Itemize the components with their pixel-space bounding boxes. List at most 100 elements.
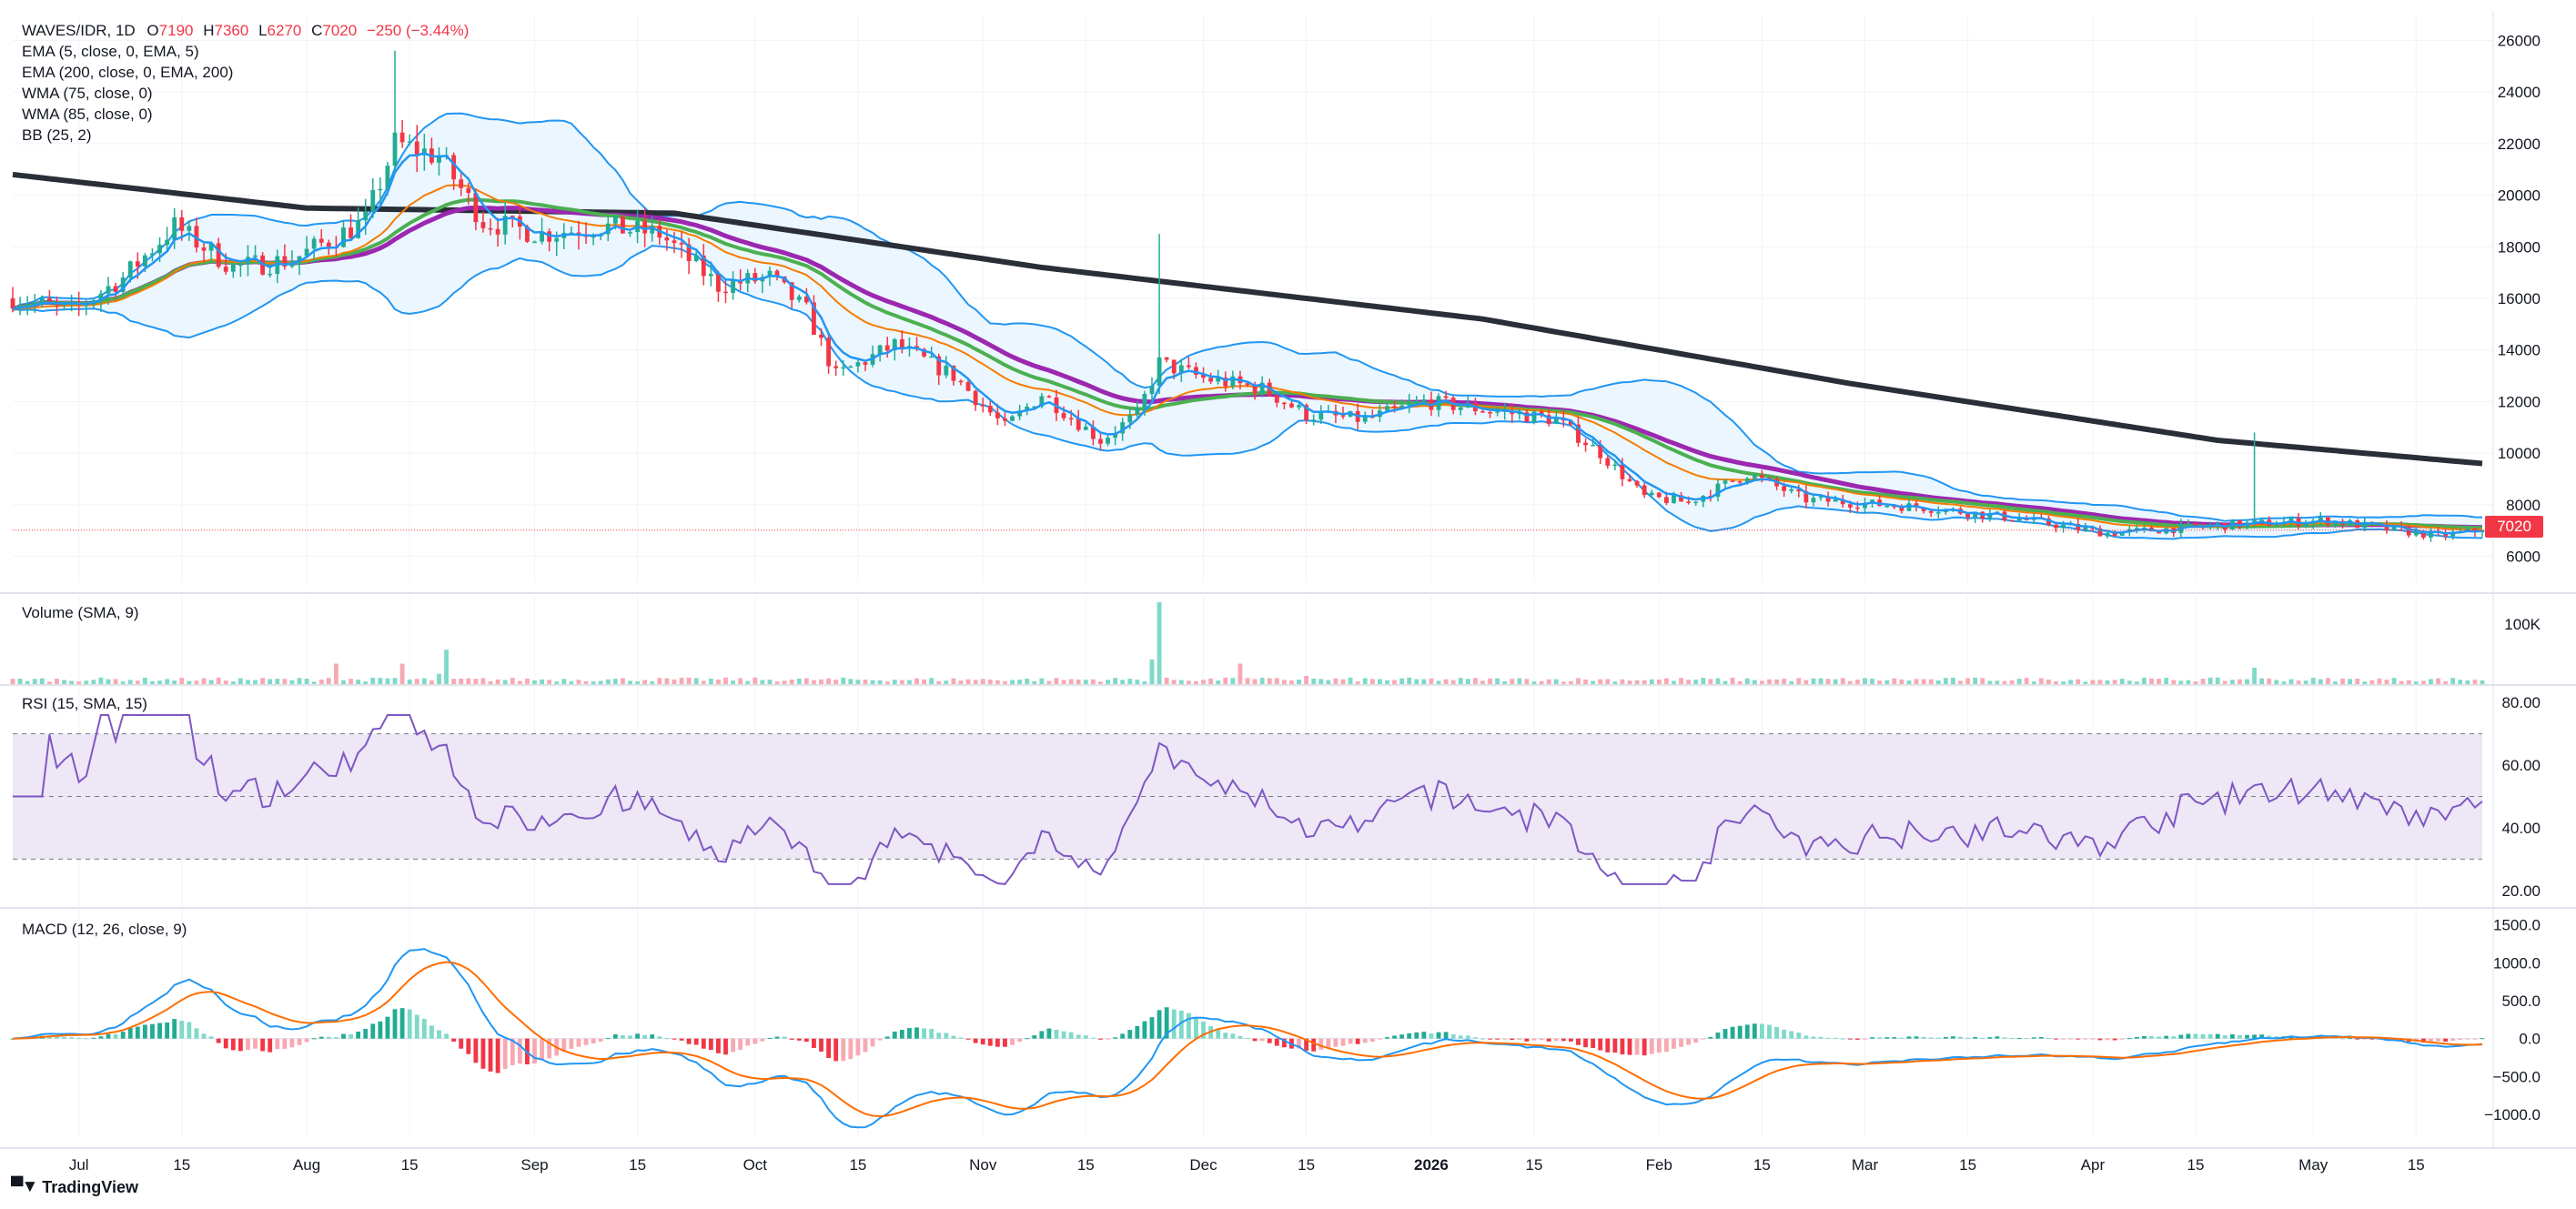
candle-body[interactable] <box>414 141 419 156</box>
candle-body[interactable] <box>2009 519 2015 522</box>
candle-body[interactable] <box>2112 532 2117 536</box>
candle-body[interactable] <box>789 282 794 300</box>
candle-body[interactable] <box>1789 489 1794 491</box>
bb-legend[interactable]: BB (25, 2) <box>22 126 92 144</box>
candle-body[interactable] <box>2406 528 2411 536</box>
candle-body[interactable] <box>1032 406 1037 408</box>
candle-body[interactable] <box>2193 523 2198 527</box>
volume-legend[interactable]: Volume (SMA, 9) <box>22 604 139 621</box>
candle-body[interactable] <box>1722 480 1728 484</box>
candle-body[interactable] <box>2252 520 2258 523</box>
candle-body[interactable] <box>326 242 331 247</box>
candle-body[interactable] <box>848 366 854 368</box>
candle-body[interactable] <box>884 345 890 351</box>
candle-body[interactable] <box>716 274 721 292</box>
candle-body[interactable] <box>1076 418 1081 430</box>
candle-body[interactable] <box>973 390 978 406</box>
candle-body[interactable] <box>466 187 471 194</box>
candle-body[interactable] <box>1274 395 1279 403</box>
candle-body[interactable] <box>341 227 346 247</box>
candle-body[interactable] <box>2288 518 2294 522</box>
candle-body[interactable] <box>995 412 1000 418</box>
candle-body[interactable] <box>1803 491 1809 503</box>
candle-body[interactable] <box>2413 530 2419 536</box>
candle-body[interactable] <box>1046 396 1052 398</box>
candle-body[interactable] <box>392 132 398 166</box>
candle-body[interactable] <box>1634 480 1640 486</box>
candle-body[interactable] <box>1752 475 1757 479</box>
macd-pane[interactable] <box>10 948 2485 1129</box>
candle-body[interactable] <box>2391 526 2397 530</box>
candle-body[interactable] <box>1216 378 1221 382</box>
candle-body[interactable] <box>708 274 713 277</box>
candle-body[interactable] <box>958 380 964 383</box>
candle-body[interactable] <box>297 256 302 263</box>
candle-body[interactable] <box>1612 464 1618 467</box>
candle-body[interactable] <box>1289 403 1294 408</box>
candle-body[interactable] <box>753 273 758 282</box>
candle-body[interactable] <box>965 382 971 391</box>
candle-body[interactable] <box>253 255 258 257</box>
candle-body[interactable] <box>2420 530 2426 538</box>
candle-body[interactable] <box>951 365 956 381</box>
price-pane[interactable] <box>10 50 2493 542</box>
candle-body[interactable] <box>1311 419 1317 421</box>
candle-body[interactable] <box>1715 483 1721 498</box>
candle-body[interactable] <box>1627 479 1632 481</box>
candle-body[interactable] <box>157 245 162 254</box>
candle-body[interactable] <box>216 243 221 267</box>
candle-body[interactable] <box>135 261 140 267</box>
candle-body[interactable] <box>120 277 126 292</box>
candle-body[interactable] <box>1421 399 1427 401</box>
candle-body[interactable] <box>1737 481 1743 483</box>
candle-body[interactable] <box>421 148 427 156</box>
candle-body[interactable] <box>1414 400 1419 403</box>
candle-body[interactable] <box>1987 513 1993 519</box>
candle-body[interactable] <box>591 236 596 238</box>
candle-body[interactable] <box>1744 478 1750 483</box>
candle-body[interactable] <box>113 286 118 292</box>
candle-body[interactable] <box>1488 411 1492 414</box>
candle-body[interactable] <box>621 216 625 234</box>
ema200-legend[interactable]: EMA (200, close, 0, EMA, 200) <box>22 64 234 81</box>
candle-body[interactable] <box>304 248 309 257</box>
candle-body[interactable] <box>1811 498 1816 503</box>
candle-body[interactable] <box>980 405 985 407</box>
candle-body[interactable] <box>1892 506 1897 508</box>
candle-body[interactable] <box>1531 411 1537 423</box>
candle-body[interactable] <box>2186 523 2191 525</box>
candle-body[interactable] <box>1297 405 1301 408</box>
candle-body[interactable] <box>540 231 544 242</box>
candle-body[interactable] <box>1553 418 1559 424</box>
candle-body[interactable] <box>855 362 861 367</box>
candle-body[interactable] <box>1935 512 1941 514</box>
candle-body[interactable] <box>187 226 192 231</box>
candle-body[interactable] <box>495 228 500 235</box>
candle-body[interactable] <box>819 334 823 338</box>
candle-body[interactable] <box>701 255 706 277</box>
candle-body[interactable] <box>1025 406 1030 411</box>
candle-body[interactable] <box>1090 427 1096 439</box>
candle-body[interactable] <box>2303 523 2308 527</box>
candle-body[interactable] <box>1392 406 1397 408</box>
candle-body[interactable] <box>936 356 942 376</box>
candle-body[interactable] <box>664 237 670 241</box>
candle-body[interactable] <box>275 256 280 274</box>
candle-body[interactable] <box>1003 418 1007 421</box>
candle-body[interactable] <box>318 238 324 243</box>
candle-body[interactable] <box>1149 385 1155 395</box>
candle-body[interactable] <box>46 298 52 303</box>
candle-body[interactable] <box>1906 503 1912 511</box>
candle-body[interactable] <box>2259 519 2265 522</box>
candle-body[interactable] <box>1407 402 1412 406</box>
candle-body[interactable] <box>437 156 441 163</box>
candle-body[interactable] <box>1928 510 1934 513</box>
candle-body[interactable] <box>1693 501 1699 504</box>
wma75-legend[interactable]: WMA (75, close, 0) <box>22 85 153 102</box>
candle-body[interactable] <box>1039 396 1045 407</box>
candle-body[interactable] <box>1899 507 1904 511</box>
candle-body[interactable] <box>1583 442 1588 446</box>
candle-body[interactable] <box>1524 412 1530 423</box>
candle-body[interactable] <box>1017 410 1023 417</box>
candle-body[interactable] <box>127 261 133 278</box>
